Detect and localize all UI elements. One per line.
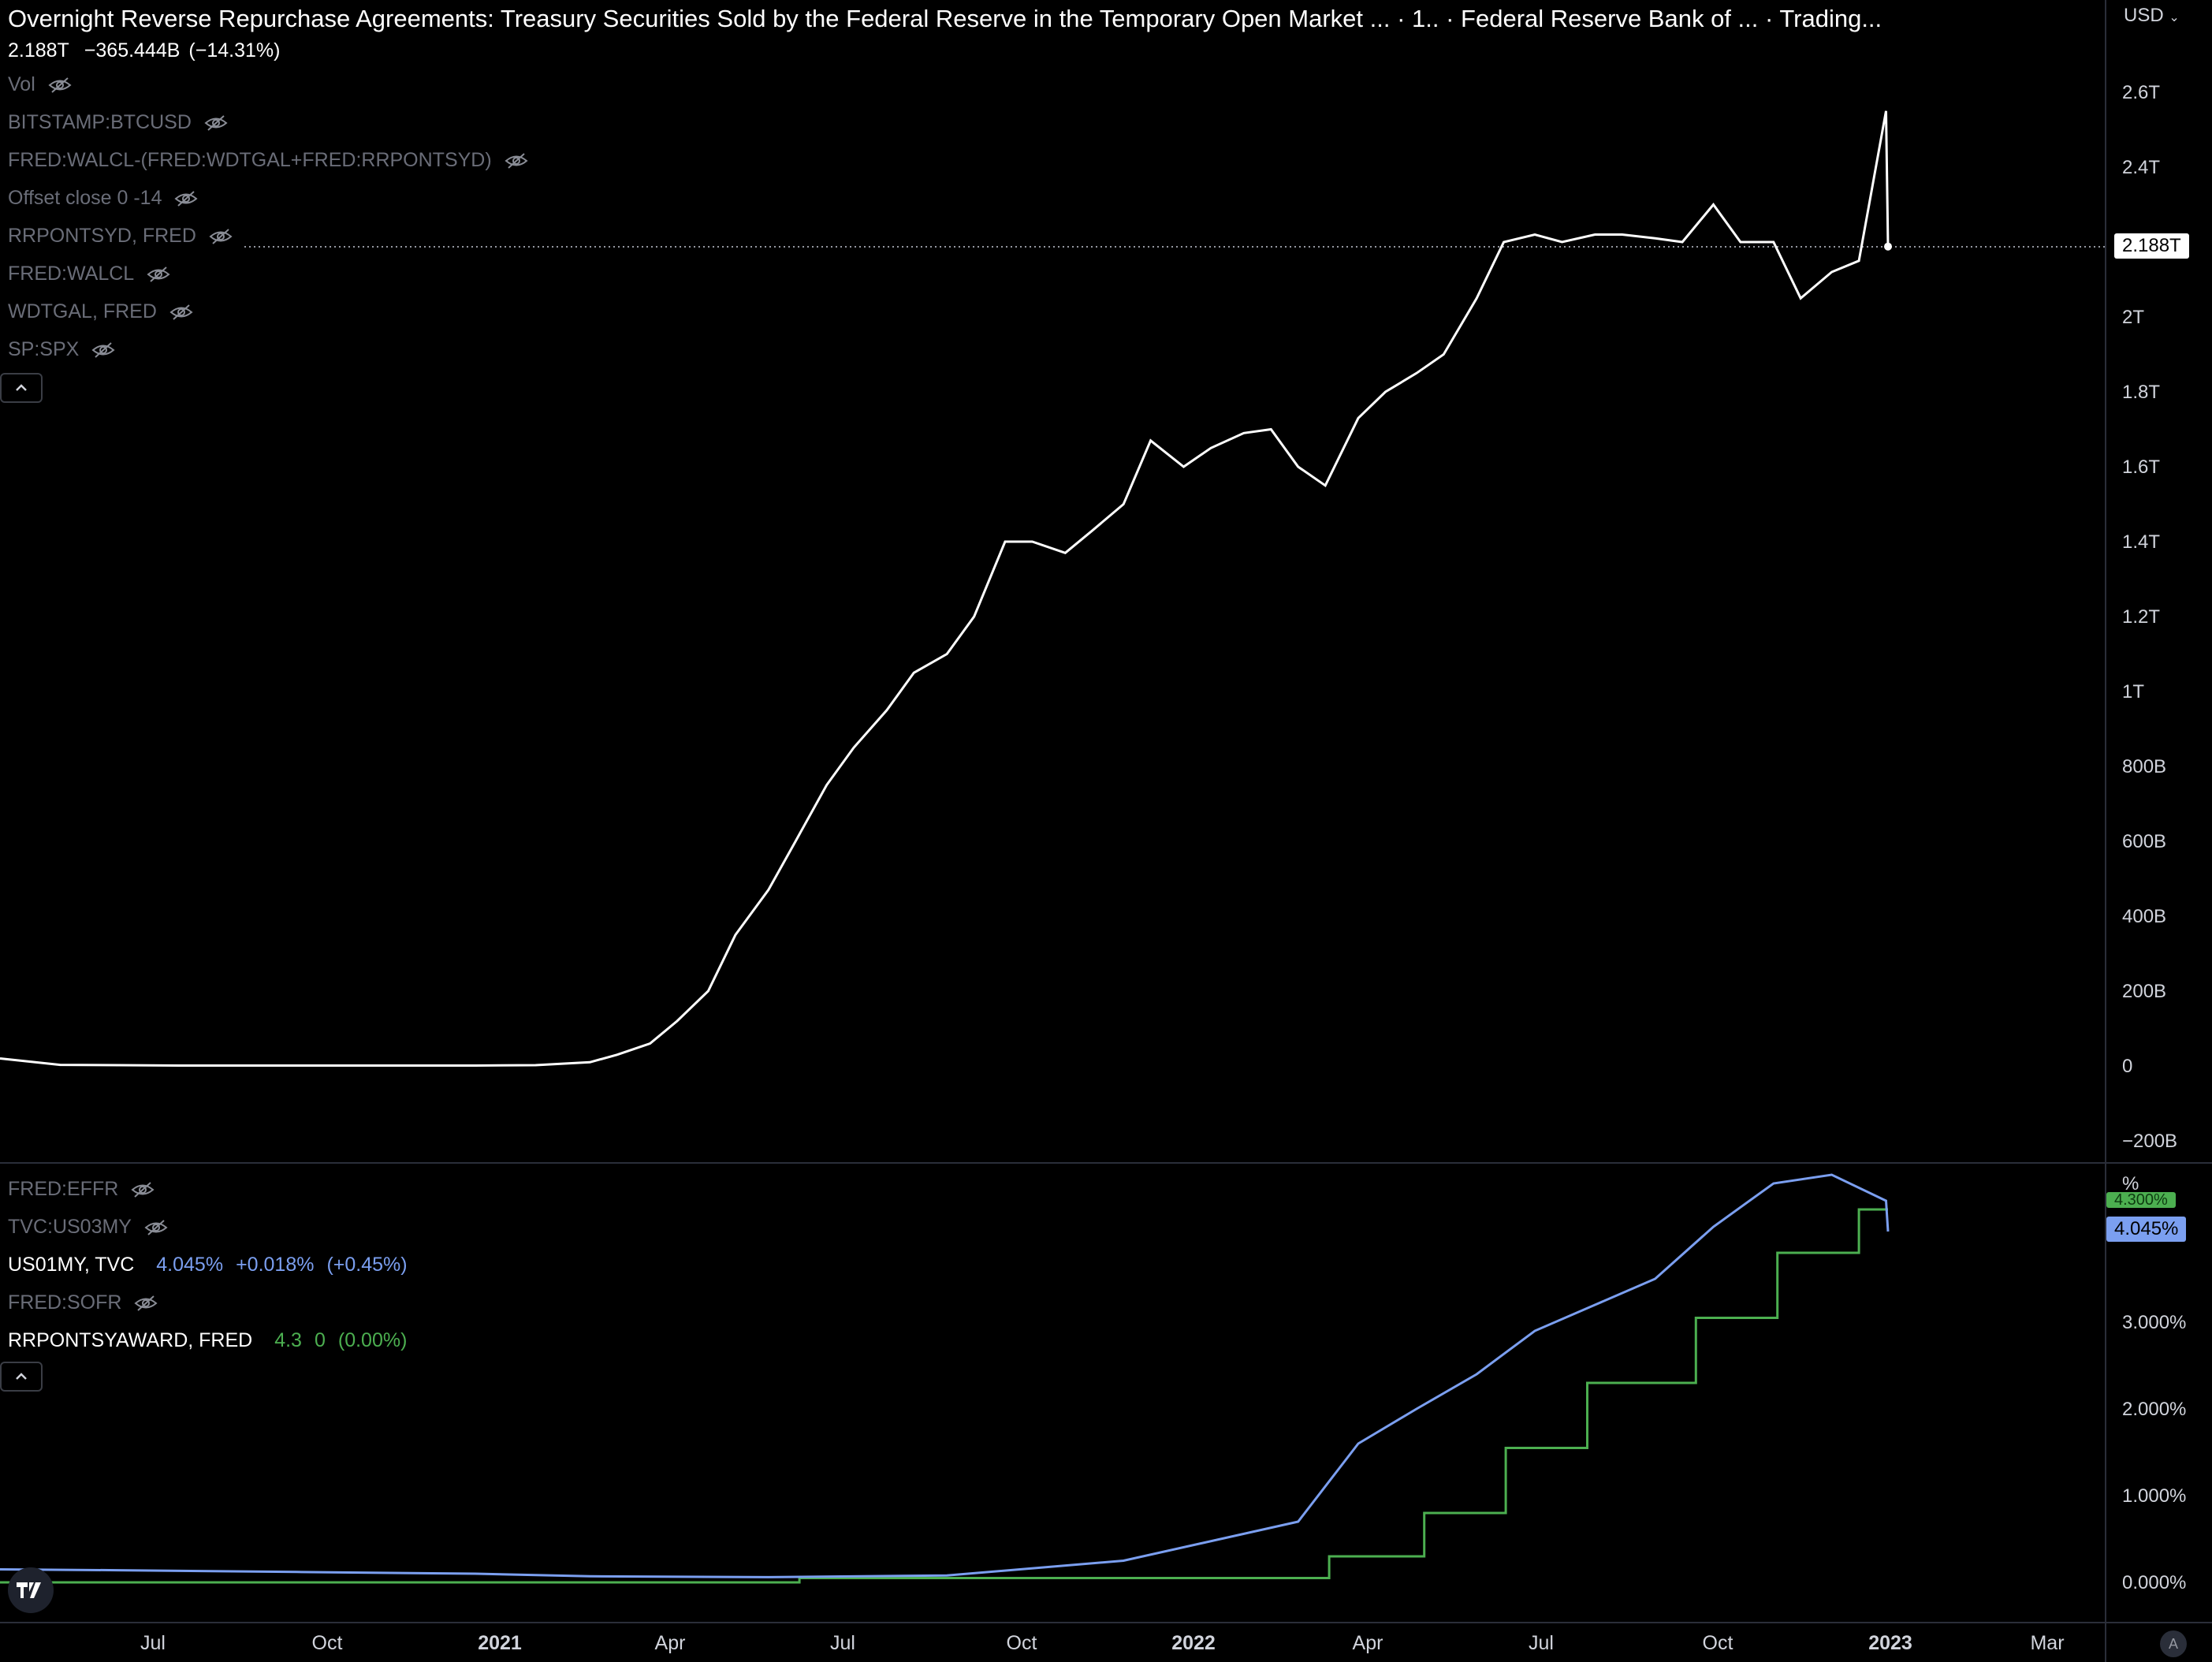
tradingview-logo[interactable] <box>8 1567 54 1613</box>
legend-item[interactable]: FRED:EFFR <box>8 1178 155 1201</box>
eye-hidden-icon[interactable] <box>131 1181 155 1198</box>
price-tick-label: 400B <box>2122 906 2167 927</box>
time-tick-label: Jul <box>140 1632 166 1654</box>
eye-hidden-icon[interactable] <box>174 190 199 207</box>
price-tick-label: 1.6T <box>2122 456 2161 478</box>
legend-label: FRED:SOFR <box>8 1291 122 1314</box>
eye-hidden-icon[interactable] <box>144 1219 168 1236</box>
chevron-up-icon <box>16 1373 27 1380</box>
percent-tick-label: 3.000% <box>2122 1312 2187 1333</box>
last-price: 2.188T <box>8 39 69 61</box>
price-tick-label: 0 <box>2122 1056 2133 1077</box>
chevron-up-icon <box>16 384 27 391</box>
eye-hidden-icon[interactable] <box>134 1295 158 1312</box>
legend-label: SP:SPX <box>8 338 80 360</box>
legend-item[interactable]: Offset close 0 -14 <box>8 187 199 210</box>
last-price-tag: 2.188T <box>2114 233 2189 259</box>
time-tick-label: Mar <box>2030 1632 2065 1654</box>
time-tick-label: Oct <box>1702 1632 1733 1654</box>
price-tick-label: 1.4T <box>2122 531 2161 553</box>
time-tick-label: Oct <box>311 1632 343 1654</box>
legend-item[interactable]: RRPONTSYD, FRED <box>8 225 233 248</box>
currency-selector[interactable]: USD ⌄ <box>2124 5 2180 27</box>
eye-hidden-icon[interactable] <box>147 266 170 283</box>
time-tick-label: 2023 <box>1868 1632 1912 1654</box>
tradingview-logo-icon <box>17 1582 41 1598</box>
legend-value: 4.045% <box>156 1254 224 1276</box>
price-tick-label: −200B <box>2122 1131 2178 1152</box>
price-change-pct: (−14.31%) <box>188 39 281 61</box>
legend-item[interactable]: Vol <box>8 73 72 96</box>
rrp-award-series-line[interactable] <box>0 1208 1888 1584</box>
legend-change: 0 <box>314 1329 326 1351</box>
price-tick-label: 1.8T <box>2122 382 2161 403</box>
price-tick-label: 800B <box>2122 756 2167 777</box>
rrp-award-tag: 4.300% <box>2106 1192 2176 1208</box>
eye-hidden-icon[interactable] <box>169 304 193 321</box>
legend-label: FRED:WALCL-(FRED:WDTGAL+FRED:RRPONTSYD) <box>8 149 492 171</box>
last-point-marker <box>1884 242 1892 251</box>
rrpontsyd-series-line[interactable] <box>0 110 1890 1067</box>
percent-unit-label: % <box>2122 1173 2139 1194</box>
price-tick-label: 2.6T <box>2122 82 2161 103</box>
chart-title: Overnight Reverse Repurchase Agreements:… <box>8 5 1882 32</box>
time-tick-label: Apr <box>1352 1632 1383 1654</box>
time-tick-label: Jul <box>1529 1632 1554 1654</box>
legend-label: RRPONTSYAWARD, FRED <box>8 1329 253 1351</box>
time-tick-label: Oct <box>1006 1632 1037 1654</box>
legend-label: Offset close 0 -14 <box>8 187 162 209</box>
percent-tick-label: 0.000% <box>2122 1572 2187 1593</box>
legend-pct: (+0.45%) <box>326 1254 408 1276</box>
legend-item[interactable]: FRED:WALCL-(FRED:WDTGAL+FRED:RRPONTSYD) <box>8 149 528 172</box>
price-change: −365.444B <box>84 39 181 61</box>
auto-scale-button[interactable]: A <box>2160 1630 2187 1657</box>
price-tick-label: 2.4T <box>2122 157 2161 178</box>
eye-hidden-icon[interactable] <box>204 114 228 132</box>
us01my-series-line[interactable] <box>0 1173 1890 1578</box>
legend-label: TVC:US03MY <box>8 1216 132 1238</box>
legend-pct: (0.00%) <box>337 1329 408 1351</box>
legend-change: +0.018% <box>236 1254 315 1276</box>
collapse-top-legend-button[interactable] <box>0 373 43 403</box>
legend-item[interactable]: US01MY, TVC 4.045% +0.018% (+0.45%) <box>8 1254 408 1276</box>
collapse-bottom-legend-button[interactable] <box>0 1362 43 1392</box>
legend-item[interactable]: FRED:WALCL <box>8 263 170 285</box>
time-tick-label: 2022 <box>1171 1632 1216 1654</box>
price-tick-label: 600B <box>2122 831 2167 852</box>
chevron-down-icon: ⌄ <box>2169 11 2180 24</box>
legend-label: WDTGAL, FRED <box>8 300 157 322</box>
eye-hidden-icon[interactable] <box>505 152 528 170</box>
price-tick-label: 200B <box>2122 981 2167 1002</box>
legend-item[interactable]: TVC:US03MY <box>8 1216 168 1239</box>
eye-hidden-icon[interactable] <box>91 341 115 359</box>
price-tick-label: 1T <box>2122 681 2145 702</box>
price-readout: 2.188T −365.444B (−14.31%) <box>8 39 289 62</box>
legend-item[interactable]: FRED:SOFR <box>8 1291 158 1314</box>
price-tick-label: 2T <box>2122 307 2145 328</box>
time-tick-label: Jul <box>830 1632 855 1654</box>
time-tick-label: Apr <box>654 1632 686 1654</box>
legend-value: 4.3 <box>274 1329 302 1351</box>
legend-label: FRED:EFFR <box>8 1178 119 1200</box>
eye-hidden-icon[interactable] <box>209 228 233 245</box>
percent-tick-label: 1.000% <box>2122 1485 2187 1507</box>
legend-item[interactable]: SP:SPX <box>8 338 115 361</box>
us01my-tag: 4.045% <box>2106 1217 2187 1242</box>
legend-label: RRPONTSYD, FRED <box>8 225 196 247</box>
legend-label: BITSTAMP:BTCUSD <box>8 111 192 133</box>
legend-item[interactable]: RRPONTSYAWARD, FRED 4.3 0 (0.00%) <box>8 1329 407 1352</box>
legend-label: Vol <box>8 73 35 95</box>
percent-tick-label: 2.000% <box>2122 1399 2187 1420</box>
legend-label: US01MY, TVC <box>8 1254 135 1276</box>
eye-hidden-icon[interactable] <box>48 76 72 94</box>
currency-label: USD <box>2124 5 2164 26</box>
price-tick-label: 1.2T <box>2122 606 2161 628</box>
time-tick-label: 2021 <box>478 1632 522 1654</box>
legend-item[interactable]: WDTGAL, FRED <box>8 300 193 323</box>
legend-item[interactable]: BITSTAMP:BTCUSD <box>8 111 228 134</box>
legend-label: FRED:WALCL <box>8 263 135 285</box>
